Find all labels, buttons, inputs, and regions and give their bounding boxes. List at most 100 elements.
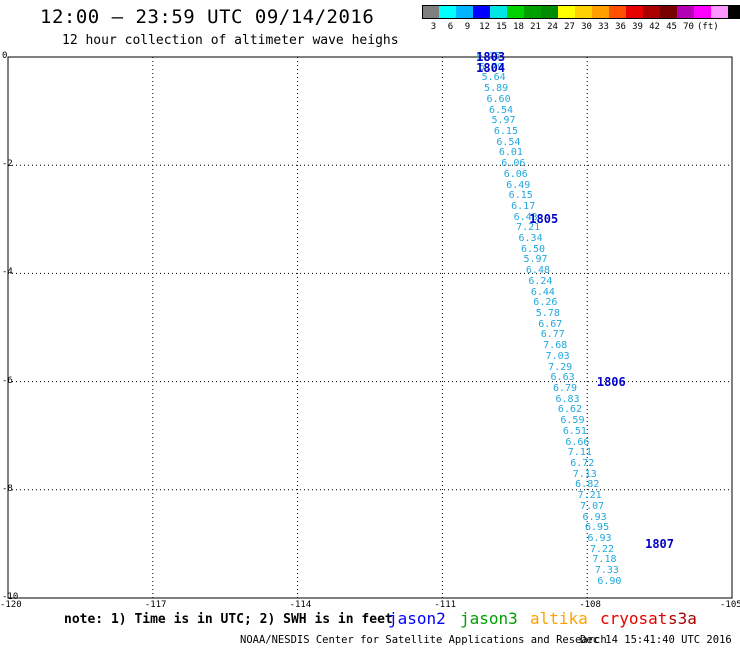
wave-height-label: 7.68: [543, 340, 568, 352]
legend-label: 27: [564, 22, 575, 32]
legend-label: 42: [649, 22, 660, 32]
x-tick-label: -111: [434, 600, 457, 610]
wave-height-label: 5.78: [535, 308, 560, 320]
wave-height-label: 6.60: [486, 93, 511, 105]
legend-label: 33: [598, 22, 609, 32]
legend-swatch: [660, 5, 677, 19]
legend-label: 39: [632, 22, 643, 32]
legend-swatch: [456, 5, 473, 19]
wave-height-label: 6.95: [585, 522, 610, 534]
satellite-name: s3a: [668, 609, 697, 628]
legend-label: 6: [447, 22, 454, 32]
footer-note: note: 1) Time is in UTC; 2) SWH is in fe…: [64, 612, 393, 627]
wave-height-label: 6.15: [493, 125, 518, 137]
wave-height-label: 6.26: [533, 297, 558, 309]
page-subtitle: 12 hour collection of altimeter wave hei…: [62, 33, 399, 48]
wave-height-label: 6.54: [488, 104, 514, 116]
wave-height-label: 7.11: [567, 447, 592, 459]
wave-height-label: 6.93: [582, 511, 607, 523]
legend-label: 18: [513, 22, 524, 32]
satellite-name: jason3: [460, 609, 518, 628]
pass-number-label: 1803: [476, 50, 506, 64]
legend-label: 36: [615, 22, 626, 32]
legend-label: 30: [581, 22, 592, 32]
wave-height-label: 7.21: [577, 490, 602, 502]
wave-height-label: 5.97: [523, 254, 548, 266]
x-tick-label: -114: [289, 600, 312, 610]
wave-height-label: 7.07: [580, 500, 605, 512]
y-tick-label: -6: [2, 375, 13, 386]
wave-height-label: 6.83: [555, 393, 580, 405]
legend-label: 45: [666, 22, 677, 32]
legend-swatch: [592, 5, 609, 19]
y-tick-label: -4: [2, 267, 13, 278]
wave-height-label: 6.49: [506, 179, 531, 191]
wave-height-label: 6.48: [525, 265, 550, 277]
wave-height-label: 5.79: [479, 61, 504, 73]
legend-label: 9: [464, 22, 471, 32]
legend-frame: [422, 5, 740, 19]
legend-label: 3: [430, 22, 437, 32]
wave-height-label: 6.79: [553, 382, 578, 394]
satellite-name: cryosat: [600, 609, 668, 628]
x-tick-label: -117: [144, 600, 167, 610]
wave-height-label: 6.67: [538, 318, 563, 330]
legend-swatch: [473, 5, 490, 19]
plot-frame: [7, 56, 733, 599]
legend-swatch: [541, 5, 558, 19]
wave-height-label: 5.89: [484, 83, 509, 95]
satellite-name: altika: [530, 609, 588, 628]
wave-height-label: 6.50: [520, 243, 546, 255]
legend-label: (ft): [697, 22, 719, 32]
wave-height-label: 6.72: [570, 457, 595, 469]
wave-height-label: 7.18: [592, 554, 617, 566]
wave-height-label: 7.29: [548, 361, 573, 373]
wave-height-label: 6.82: [575, 479, 600, 491]
legend-label: 24: [547, 22, 558, 32]
legend-label: 21: [530, 22, 541, 32]
wave-height-label: 7.03: [545, 350, 570, 362]
wave-height-label: 6.15: [476, 51, 501, 62]
wave-height-label: 6.34: [518, 233, 543, 245]
wave-height-label: 6.15: [508, 190, 533, 202]
legend-swatch: [711, 5, 728, 19]
legend-swatch: [422, 5, 439, 19]
wave-height-label: 6.51: [562, 425, 587, 437]
wave-height-label: 6.77: [540, 329, 565, 341]
legend-swatch: [524, 5, 541, 19]
legend-swatch: [507, 5, 524, 19]
legend-label: 15: [496, 22, 507, 32]
legend-label: 70: [683, 22, 694, 32]
wave-height-label: 6.93: [587, 532, 612, 544]
legend-swatch: [609, 5, 626, 19]
credit-text: NOAA/NESDIS Center for Satellite Applica…: [240, 634, 607, 646]
wave-height-label: 5.64: [481, 72, 506, 84]
wave-height-label: 6.54: [496, 136, 521, 148]
x-tick-label: -105: [720, 600, 740, 610]
wave-height-label: 6.63: [550, 372, 575, 384]
timestamp: Dec 14 15:41:40 UTC 2016: [580, 634, 732, 646]
legend-swatch: [439, 5, 456, 19]
wave-height-label: 7.22: [589, 543, 615, 555]
legend-swatch: [677, 5, 694, 19]
wave-height-label: 6.90: [597, 575, 622, 587]
wave-height-label: 6.59: [560, 415, 585, 427]
wave-height-label: 7.13: [572, 468, 597, 480]
wave-height-label: 6.62: [557, 404, 583, 416]
y-tick-label: 0: [2, 51, 8, 61]
legend-swatch: [728, 5, 740, 19]
wave-height-label: 7.21: [516, 222, 541, 234]
wave-height-label: 6.66: [565, 436, 590, 448]
satellite-name: jason2: [388, 609, 446, 628]
pass-number-label: 1805: [529, 212, 559, 227]
x-tick-label: -108: [579, 600, 601, 610]
wave-height-label: 6.44: [530, 286, 555, 298]
legend-swatch: [575, 5, 592, 19]
legend-swatch: [626, 5, 643, 19]
legend-swatch: [643, 5, 660, 19]
pass-number-label: 1807: [645, 536, 675, 551]
y-tick-label: -2: [2, 159, 13, 170]
legend-swatch: [490, 5, 507, 19]
x-tick-label: -120: [0, 600, 22, 610]
